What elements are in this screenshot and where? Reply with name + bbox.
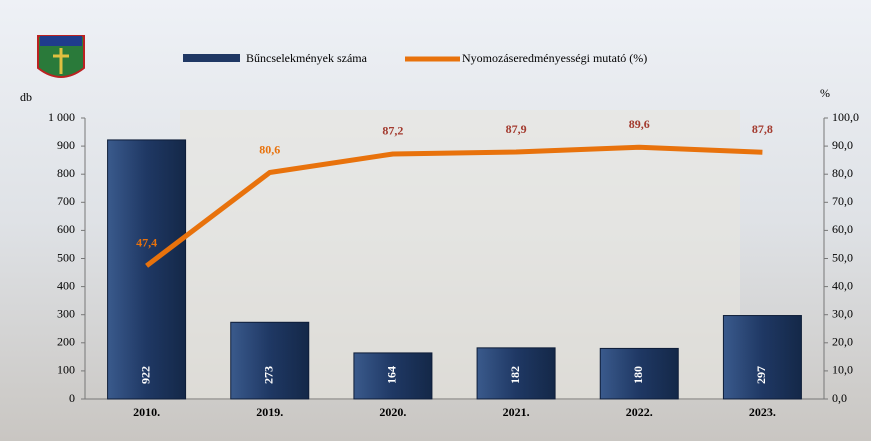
chart: Bűncselekmények száma Nyomozáseredményes… [0, 0, 871, 441]
y-tick-label: 1 000 [48, 110, 75, 124]
bar-value-label: 297 [754, 366, 768, 384]
y2-axis-label: % [820, 86, 830, 100]
logo [38, 36, 84, 77]
y-tick-label: 800 [57, 166, 75, 180]
legend-label: Nyomozáseredményességi mutató (%) [462, 51, 647, 65]
y-tick-label: 900 [57, 138, 75, 152]
y2-tick-label: 20,0 [832, 335, 853, 349]
y-tick-label: 100 [57, 363, 75, 377]
y2-tick-label: 60,0 [832, 222, 853, 236]
legend-label: Bűncselekmények száma [246, 51, 368, 65]
y-tick-label: 300 [57, 306, 75, 320]
y2-tick-label: 90,0 [832, 138, 853, 152]
bar-value-label: 922 [138, 366, 152, 384]
bar-value-label: 180 [631, 366, 645, 384]
line-value-label: 89,6 [629, 117, 650, 131]
y-tick-label: 400 [57, 278, 75, 292]
x-tick-label: 2023. [749, 405, 776, 419]
x-tick-label: 2021. [503, 405, 530, 419]
x-tick-label: 2020. [379, 405, 406, 419]
x-tick-label: 2022. [626, 405, 653, 419]
bar-value-label: 273 [262, 366, 276, 384]
y2-tick-label: 10,0 [832, 363, 853, 377]
y2-tick-label: 80,0 [832, 166, 853, 180]
y2-tick-label: 0,0 [832, 391, 847, 405]
y-tick-label: 600 [57, 222, 75, 236]
bar [108, 140, 186, 399]
y-tick-label: 500 [57, 250, 75, 264]
y2-tick-label: 30,0 [832, 306, 853, 320]
legend-swatch [183, 54, 240, 62]
line-value-label: 80,6 [259, 142, 280, 156]
bar-value-label: 182 [508, 366, 522, 384]
bar [723, 316, 801, 399]
y-tick-label: 200 [57, 335, 75, 349]
x-tick-label: 2019. [256, 405, 283, 419]
line-value-label: 87,2 [382, 124, 403, 138]
line-value-label: 87,8 [752, 122, 773, 136]
bar-value-label: 164 [385, 366, 399, 384]
y2-tick-label: 100,0 [832, 110, 859, 124]
y2-tick-label: 50,0 [832, 250, 853, 264]
line-value-label: 87,9 [506, 122, 527, 136]
y2-tick-label: 40,0 [832, 278, 853, 292]
y-tick-label: 700 [57, 194, 75, 208]
bar [231, 322, 309, 399]
line-value-label: 47,4 [136, 236, 157, 250]
y-axis-label: db [20, 90, 32, 104]
x-tick-label: 2010. [133, 405, 160, 419]
y-tick-label: 0 [69, 391, 75, 405]
y2-tick-label: 70,0 [832, 194, 853, 208]
